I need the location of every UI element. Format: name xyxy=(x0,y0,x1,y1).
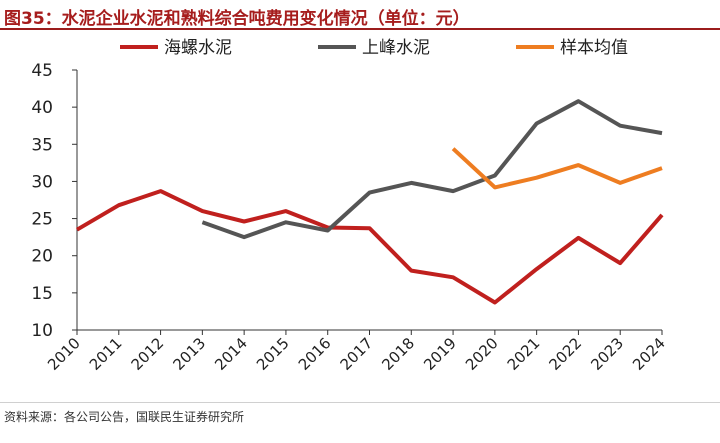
legend: 海螺水泥 上峰水泥 样本均值 xyxy=(120,38,628,58)
x-tick-label: 2021 xyxy=(504,334,544,374)
series-line-3 xyxy=(451,147,663,190)
x-tick-label: 2012 xyxy=(128,334,168,374)
x-tick-label: 2018 xyxy=(378,334,418,374)
series-3 xyxy=(451,147,663,190)
x-tick-label: 2014 xyxy=(211,334,251,374)
x-tick-label: 2022 xyxy=(546,334,586,374)
x-tick-label: 2016 xyxy=(295,334,335,374)
x-tick-label: 2020 xyxy=(462,334,502,374)
series-layer xyxy=(75,99,664,305)
series-1 xyxy=(75,189,664,305)
source-note: 资料来源：各公司公告，国联民生证券研究所 xyxy=(4,410,245,424)
series-2 xyxy=(201,99,663,240)
x-tick-label: 2015 xyxy=(253,334,293,374)
line-chart: 海螺水泥 上峰水泥 样本均值 10 15 20 25 30 35 40 45 2010 2011 20… xyxy=(31,38,669,374)
source-divider xyxy=(0,402,720,403)
x-tick-label: 2017 xyxy=(337,334,377,374)
y-tick-label: 35 xyxy=(31,135,53,155)
y-tick-label: 20 xyxy=(31,247,53,267)
y-tick-label: 10 xyxy=(31,321,53,341)
y-tick-label: 25 xyxy=(31,210,53,230)
legend-label-1: 海螺水泥 xyxy=(164,38,232,58)
series-line-1 xyxy=(75,189,664,305)
legend-label-2: 上峰水泥 xyxy=(362,38,430,58)
x-axis: 2010 2011 2012 2013 2014 2015 2016 2017 2018 2019… xyxy=(44,329,669,374)
x-tick-label: 2013 xyxy=(169,334,209,374)
legend-label-3: 样本均值 xyxy=(560,38,628,58)
figure-title: 图35：水泥企业水泥和熟料综合吨费用变化情况（单位：元） xyxy=(4,9,470,29)
y-tick-label: 40 xyxy=(31,98,53,118)
x-tick-label: 2024 xyxy=(629,334,669,374)
series-line-2 xyxy=(201,99,663,240)
y-tick-label: 15 xyxy=(31,284,53,304)
x-tick-label: 2011 xyxy=(86,334,126,374)
y-tick-label: 30 xyxy=(31,172,53,192)
y-axis: 10 15 20 25 30 35 40 45 xyxy=(31,61,78,341)
x-tick-label: 2023 xyxy=(587,334,627,374)
x-tick-label: 2019 xyxy=(420,334,460,374)
y-tick-label: 45 xyxy=(31,61,53,81)
title-bar: 图35：水泥企业水泥和熟料综合吨费用变化情况（单位：元） xyxy=(0,0,720,30)
